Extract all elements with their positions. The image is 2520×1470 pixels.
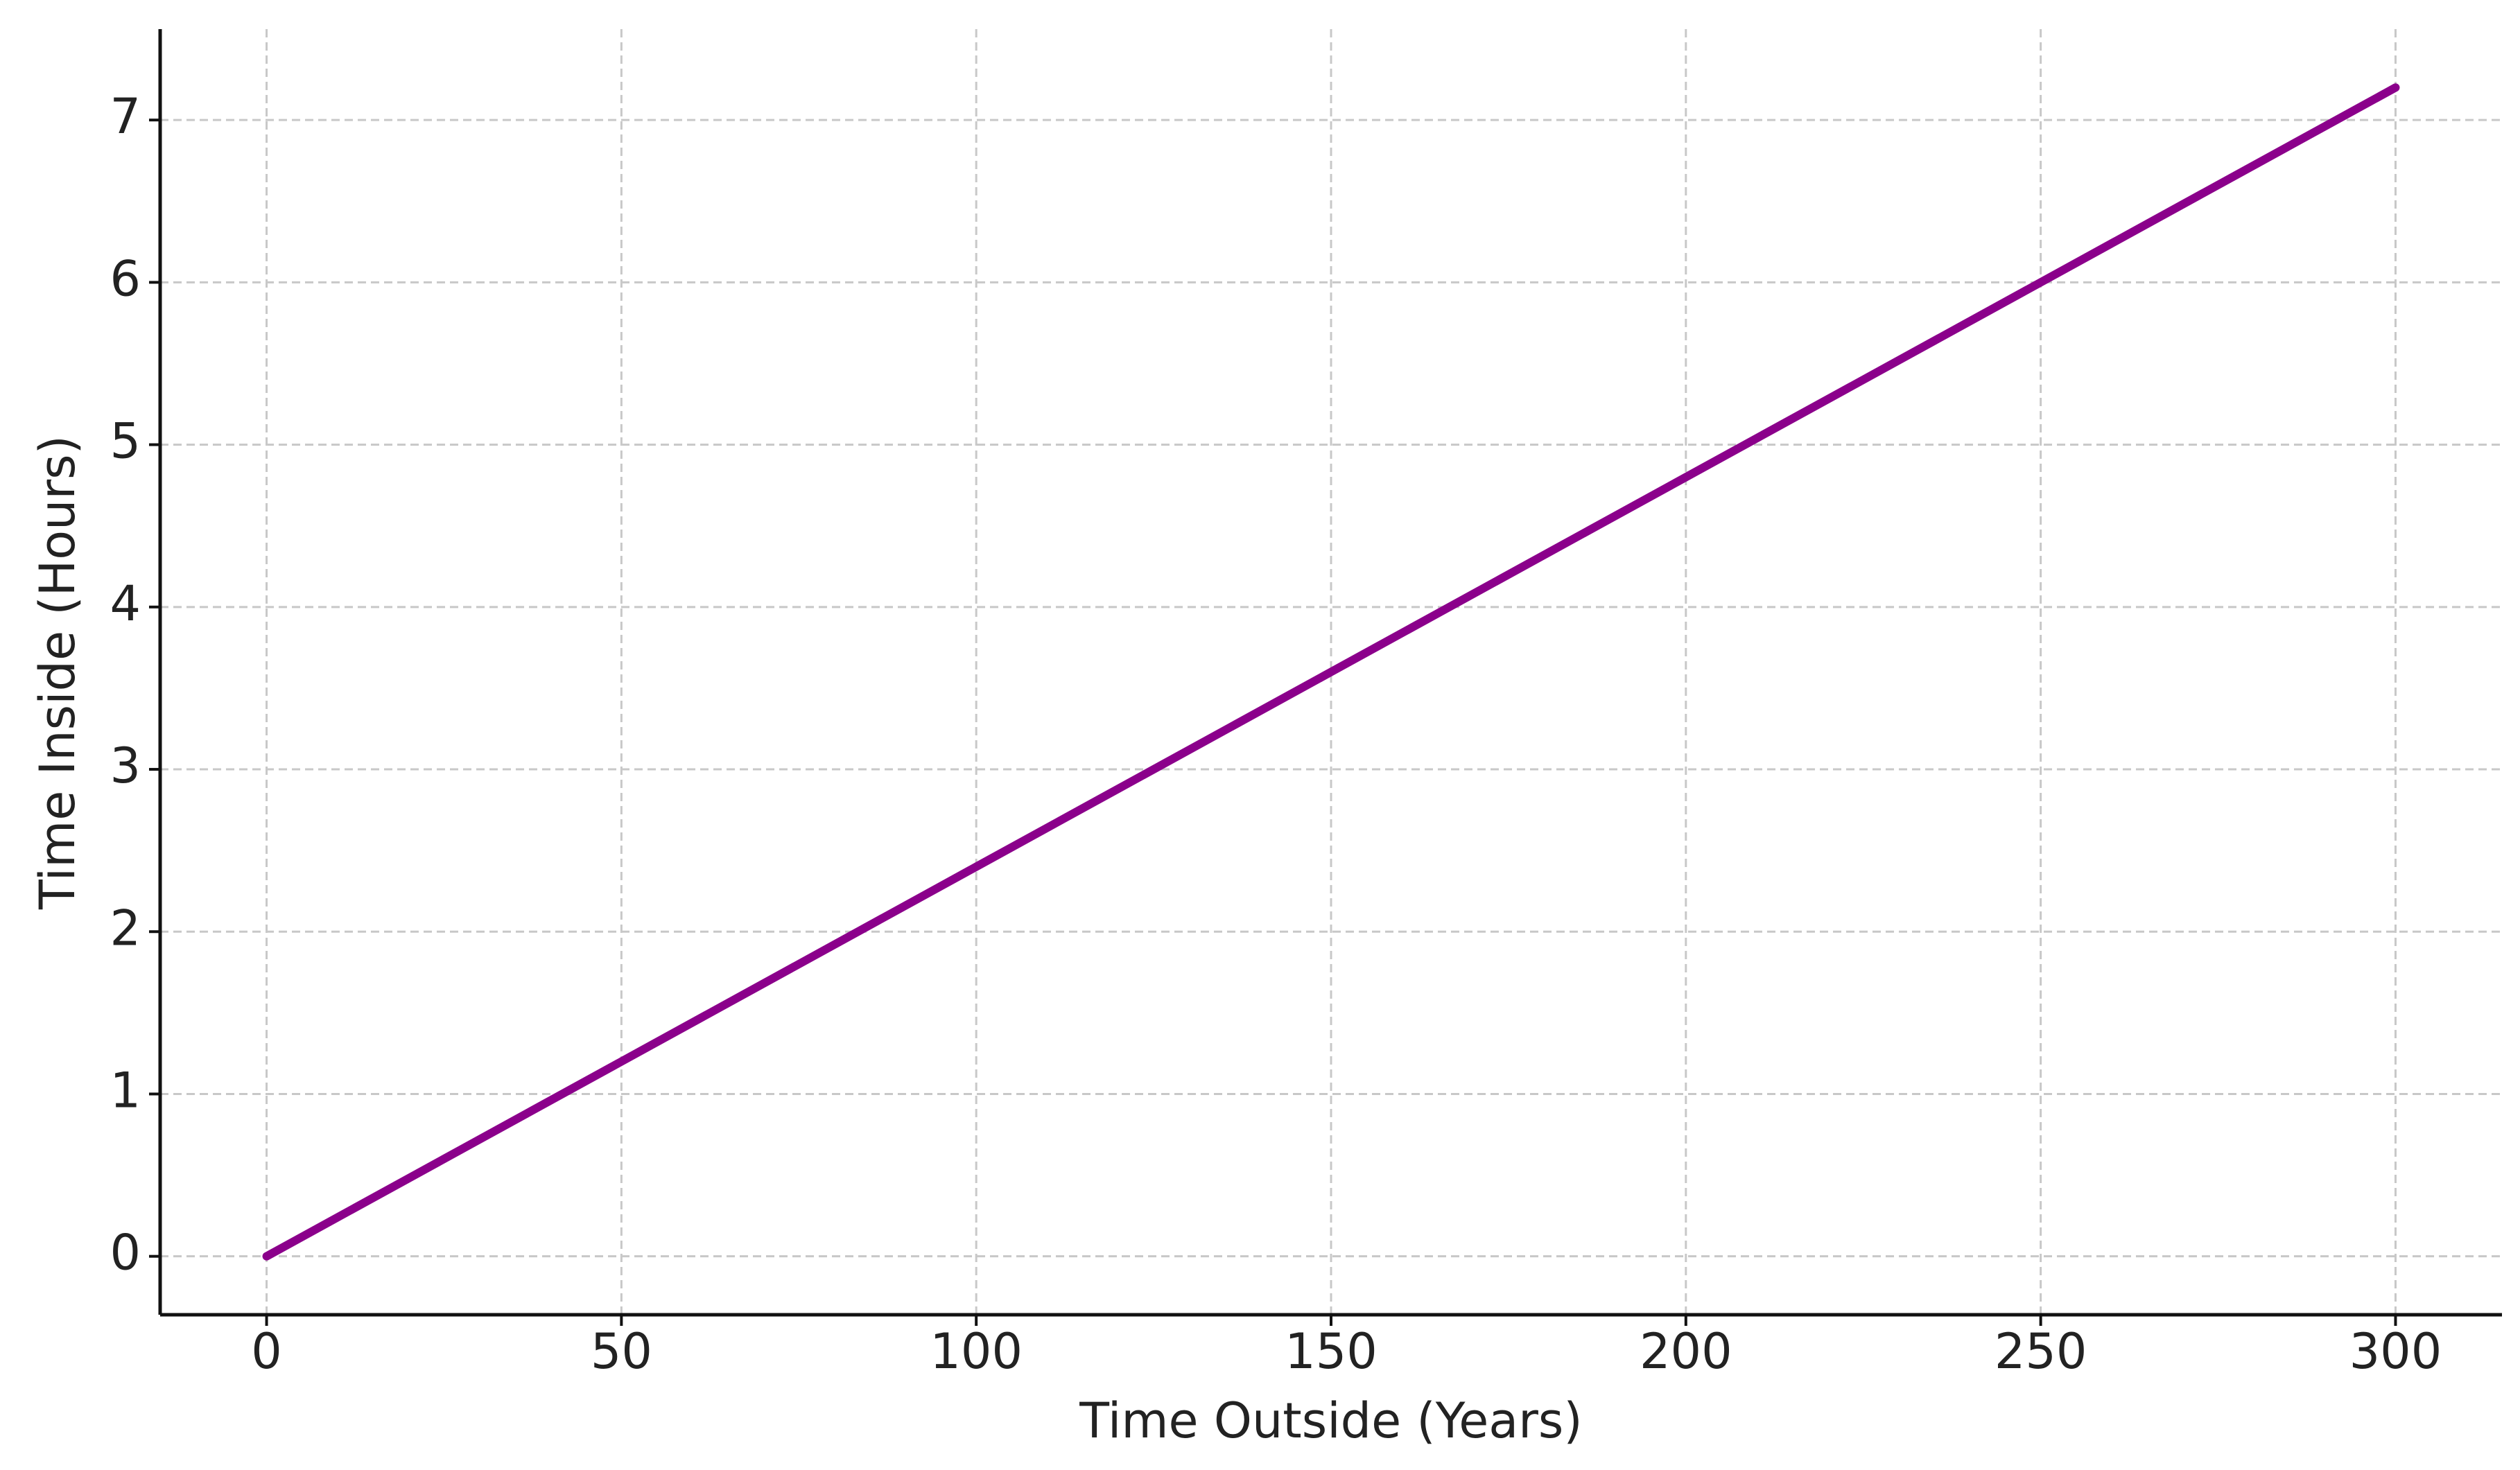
y-tick-label: 5 bbox=[110, 413, 141, 470]
x-tick-label: 0 bbox=[251, 1323, 282, 1380]
y-tick-label: 2 bbox=[110, 900, 141, 956]
y-tick-label: 4 bbox=[110, 575, 141, 632]
x-tick-label: 200 bbox=[1640, 1323, 1732, 1380]
x-tick-label: 150 bbox=[1285, 1323, 1378, 1380]
y-axis-label: Time Inside (Hours) bbox=[29, 435, 86, 910]
line bbox=[262, 83, 2400, 1261]
x-tick-label: 250 bbox=[1995, 1323, 2087, 1380]
y-tick-label: 3 bbox=[110, 737, 141, 794]
x-tick-label: 300 bbox=[2349, 1323, 2442, 1380]
y-tick-label: 1 bbox=[110, 1062, 141, 1119]
x-tick-label: 100 bbox=[930, 1323, 1023, 1380]
x-axis-label: Time Outside (Years) bbox=[1079, 1392, 1582, 1449]
y-tick-label: 0 bbox=[110, 1225, 141, 1281]
y-tick-label: 6 bbox=[110, 250, 141, 307]
y-tick-label: 7 bbox=[110, 88, 141, 145]
x-tick-label: 50 bbox=[591, 1323, 652, 1380]
